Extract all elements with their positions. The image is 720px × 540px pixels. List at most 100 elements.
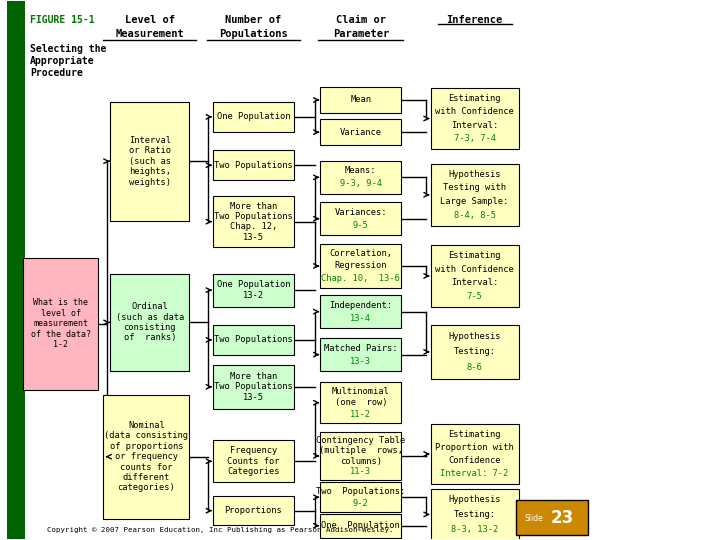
FancyBboxPatch shape — [110, 102, 189, 220]
Text: Estimating: Estimating — [449, 94, 501, 103]
FancyBboxPatch shape — [320, 87, 401, 113]
FancyBboxPatch shape — [320, 244, 401, 288]
Text: Large Sample:: Large Sample: — [441, 197, 509, 206]
Text: 8-6: 8-6 — [467, 363, 482, 372]
Text: Frequency
Counts for
Categories: Frequency Counts for Categories — [227, 447, 279, 476]
Text: Correlation,: Correlation, — [329, 249, 392, 258]
FancyBboxPatch shape — [431, 88, 518, 149]
Text: More than
Two Populations
Chap. 12,
13-5: More than Two Populations Chap. 12, 13-5 — [214, 201, 293, 242]
Text: Contingency Table: Contingency Table — [316, 436, 405, 445]
Text: Confidence: Confidence — [449, 456, 501, 465]
Text: Matched Pairs:: Matched Pairs: — [324, 343, 397, 353]
Text: One Population: One Population — [217, 112, 290, 122]
Text: 13-3: 13-3 — [351, 356, 372, 366]
FancyBboxPatch shape — [213, 196, 294, 247]
Text: Testing:: Testing: — [454, 510, 495, 519]
FancyBboxPatch shape — [320, 432, 401, 480]
Text: 8-4, 8-5: 8-4, 8-5 — [454, 211, 495, 220]
Text: Copyright © 2007 Pearson Education, Inc Publishing as Pearson Addison-Wesley.: Copyright © 2007 Pearson Education, Inc … — [48, 527, 394, 533]
FancyBboxPatch shape — [320, 482, 401, 512]
Text: 7-3, 7-4: 7-3, 7-4 — [454, 134, 495, 143]
FancyBboxPatch shape — [320, 295, 401, 328]
Text: 11-2: 11-2 — [351, 409, 372, 418]
Text: Selecting the
Appropriate
Procedure: Selecting the Appropriate Procedure — [30, 44, 107, 78]
Text: Slide: Slide — [524, 514, 543, 523]
Text: Two  Populations:: Two Populations: — [316, 487, 405, 496]
FancyBboxPatch shape — [213, 150, 294, 180]
Text: Testing:: Testing: — [454, 347, 495, 356]
Text: Estimating: Estimating — [449, 251, 501, 260]
Text: 9-5: 9-5 — [353, 221, 369, 230]
FancyBboxPatch shape — [213, 365, 294, 409]
Text: Parameter: Parameter — [333, 29, 389, 39]
Text: Variances:: Variances: — [335, 208, 387, 217]
Text: Means:: Means: — [345, 166, 377, 176]
Text: 7-5: 7-5 — [467, 292, 482, 301]
FancyBboxPatch shape — [7, 2, 25, 538]
FancyBboxPatch shape — [213, 440, 294, 482]
Text: 9-3, 9-4: 9-3, 9-4 — [340, 179, 382, 188]
FancyBboxPatch shape — [320, 119, 401, 145]
FancyBboxPatch shape — [320, 338, 401, 371]
FancyBboxPatch shape — [103, 395, 189, 519]
FancyBboxPatch shape — [213, 274, 294, 307]
Text: 9-2: 9-2 — [353, 498, 369, 508]
Text: Hypothesis: Hypothesis — [449, 332, 501, 341]
Text: 13-4: 13-4 — [351, 314, 372, 322]
Text: Level of: Level of — [125, 15, 174, 25]
Text: Multinomial: Multinomial — [332, 387, 390, 396]
Text: Interval
or Ratio
(such as
heights,
weights): Interval or Ratio (such as heights, weig… — [129, 136, 171, 186]
Text: 23: 23 — [551, 509, 574, 527]
Text: Proportion with: Proportion with — [435, 443, 514, 452]
FancyBboxPatch shape — [320, 161, 401, 194]
Text: Estimating: Estimating — [449, 430, 501, 439]
Text: Interval:: Interval: — [451, 278, 498, 287]
Text: Hypothesis: Hypothesis — [449, 495, 501, 504]
FancyBboxPatch shape — [516, 501, 588, 535]
Text: Variance: Variance — [340, 127, 382, 137]
Text: 11-3: 11-3 — [351, 467, 372, 476]
Text: Independent:: Independent: — [329, 301, 392, 310]
Text: Claim or: Claim or — [336, 15, 386, 25]
FancyBboxPatch shape — [213, 325, 294, 355]
Text: columns): columns) — [340, 456, 382, 465]
Text: Hypothesis: Hypothesis — [449, 170, 501, 179]
FancyBboxPatch shape — [110, 274, 189, 371]
Text: What is the
level of
measurement
of the data?
1-2: What is the level of measurement of the … — [30, 299, 91, 349]
Text: Interval:: Interval: — [451, 121, 498, 130]
Text: Number of: Number of — [225, 15, 282, 25]
Text: Regression: Regression — [335, 261, 387, 271]
Text: Measurement: Measurement — [115, 29, 184, 39]
Text: Inference: Inference — [446, 15, 503, 25]
Text: with Confidence: with Confidence — [435, 107, 514, 116]
FancyBboxPatch shape — [431, 489, 518, 540]
FancyBboxPatch shape — [23, 258, 99, 390]
Text: (one  row): (one row) — [335, 398, 387, 407]
FancyBboxPatch shape — [320, 382, 401, 423]
FancyBboxPatch shape — [431, 245, 518, 307]
Text: One  Population: One Population — [321, 521, 400, 530]
Text: Mean: Mean — [351, 96, 372, 104]
FancyBboxPatch shape — [320, 514, 401, 537]
Text: Nominal
(data consisting
of proportions
or frequency
counts for
different
catego: Nominal (data consisting of proportions … — [104, 421, 189, 492]
Text: Two Populations: Two Populations — [214, 335, 293, 345]
FancyBboxPatch shape — [213, 496, 294, 525]
FancyBboxPatch shape — [431, 325, 518, 379]
Text: with Confidence: with Confidence — [435, 265, 514, 274]
Text: Two Populations: Two Populations — [214, 161, 293, 170]
FancyBboxPatch shape — [213, 102, 294, 132]
Text: More than
Two Populations
13-5: More than Two Populations 13-5 — [214, 372, 293, 402]
Text: Ordinal
(such as data
consisting
of  ranks): Ordinal (such as data consisting of rank… — [116, 302, 184, 342]
FancyBboxPatch shape — [320, 202, 401, 235]
Text: Chap. 10,  13-6: Chap. 10, 13-6 — [321, 274, 400, 282]
Text: Testing with: Testing with — [443, 184, 506, 192]
Text: Populations: Populations — [219, 29, 288, 39]
FancyBboxPatch shape — [431, 424, 518, 484]
Text: FIGURE 15-1: FIGURE 15-1 — [30, 15, 94, 25]
Text: One Population
13-2: One Population 13-2 — [217, 280, 290, 300]
Text: 8-3, 13-2: 8-3, 13-2 — [451, 524, 498, 534]
Text: Proportions: Proportions — [225, 506, 282, 515]
Text: Interval: 7-2: Interval: 7-2 — [441, 469, 509, 478]
FancyBboxPatch shape — [431, 164, 518, 226]
Text: (multiple  rows,: (multiple rows, — [319, 446, 402, 455]
